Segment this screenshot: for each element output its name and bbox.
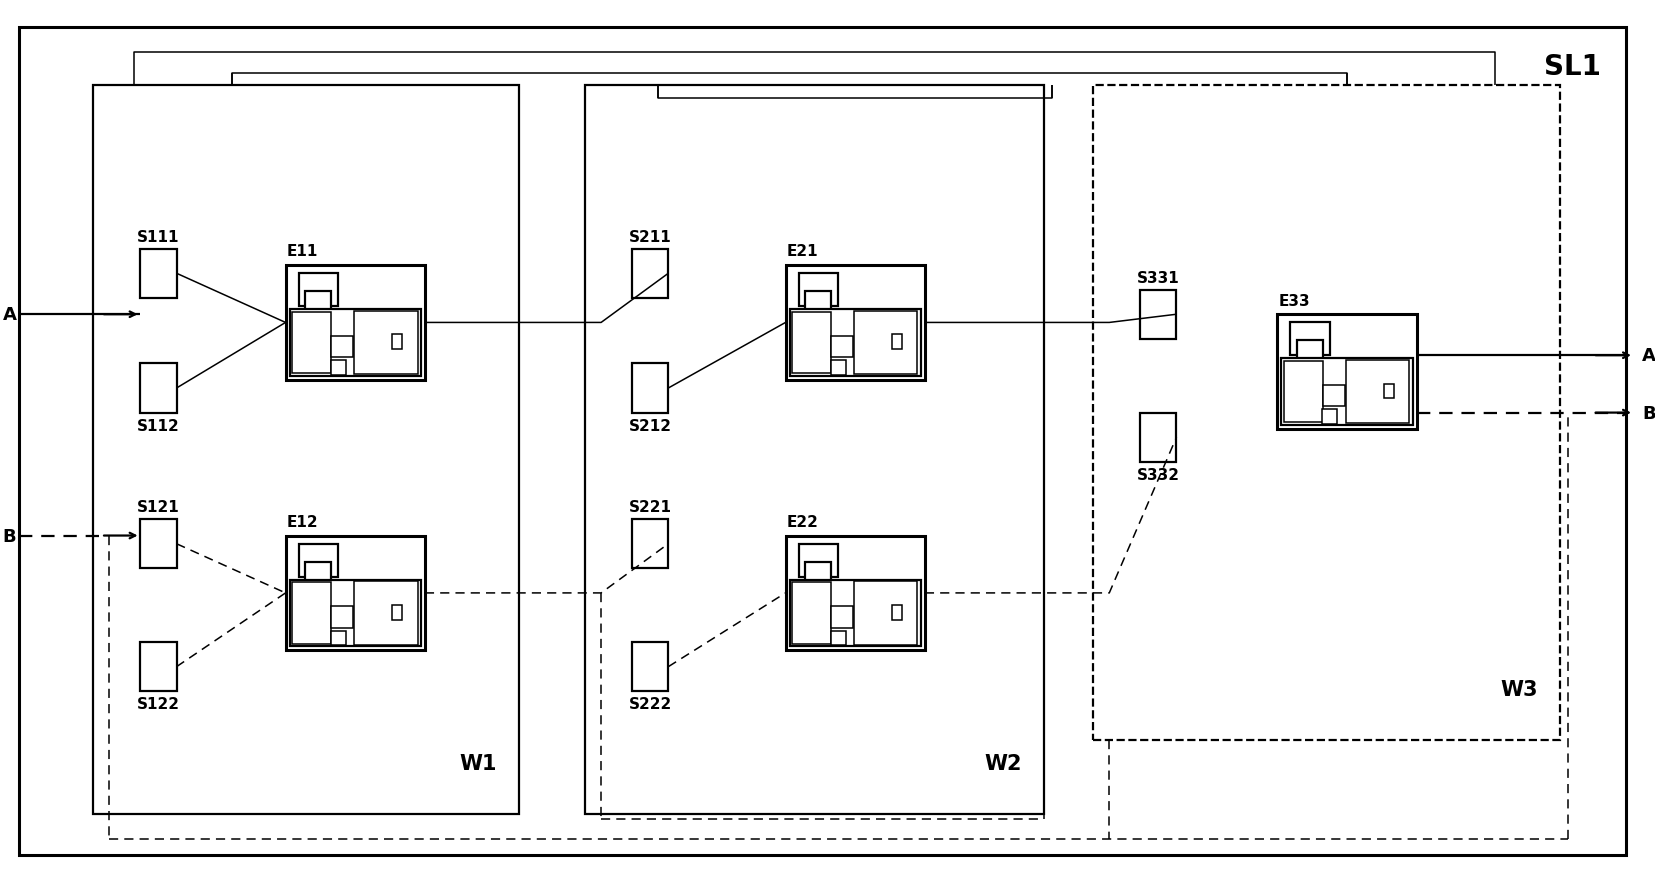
Bar	[305, 562, 331, 588]
Bar	[1276, 315, 1415, 430]
Bar	[854, 581, 917, 645]
Bar	[141, 642, 177, 691]
Bar	[1140, 413, 1175, 462]
Bar	[1384, 384, 1394, 399]
Text: E22: E22	[786, 515, 818, 530]
Bar	[854, 311, 917, 374]
Text: S112: S112	[137, 418, 180, 433]
Bar	[892, 335, 902, 350]
Text: S121: S121	[137, 500, 180, 515]
Text: S222: S222	[629, 696, 672, 711]
Text: E12: E12	[286, 515, 318, 530]
Text: W1: W1	[458, 753, 496, 774]
Bar	[392, 335, 402, 350]
Bar	[141, 519, 177, 568]
Bar	[1283, 361, 1322, 423]
Bar	[791, 312, 831, 374]
Text: W3: W3	[1499, 680, 1537, 700]
Bar	[1140, 290, 1175, 339]
Bar	[1281, 359, 1412, 425]
Bar	[798, 544, 837, 577]
Text: E33: E33	[1278, 293, 1309, 309]
Text: A: A	[1642, 346, 1655, 365]
Text: E11: E11	[286, 244, 318, 260]
Bar	[93, 86, 518, 814]
Text: B: B	[3, 527, 17, 545]
Bar	[632, 364, 669, 413]
Bar	[804, 562, 831, 588]
Bar	[632, 249, 669, 298]
Bar	[285, 266, 425, 381]
Bar	[298, 274, 338, 307]
Bar	[831, 337, 852, 358]
Bar	[331, 360, 346, 375]
Bar	[632, 642, 669, 691]
Bar	[141, 364, 177, 413]
Text: SL1: SL1	[1542, 53, 1600, 81]
Bar	[1296, 341, 1322, 367]
Bar	[285, 536, 425, 651]
Bar	[331, 607, 353, 628]
Bar	[354, 311, 417, 374]
Bar	[141, 249, 177, 298]
Bar	[798, 274, 837, 307]
Bar	[831, 607, 852, 628]
Text: B: B	[1642, 404, 1655, 422]
Bar	[789, 310, 920, 376]
Bar	[290, 580, 420, 646]
Bar	[1092, 86, 1559, 740]
Bar	[1289, 323, 1329, 356]
Bar	[791, 582, 831, 644]
Bar	[290, 310, 420, 376]
Bar	[354, 581, 417, 645]
Bar	[331, 337, 353, 358]
Bar	[1346, 360, 1408, 424]
Text: S211: S211	[629, 230, 672, 245]
Bar	[784, 266, 923, 381]
Bar	[331, 631, 346, 645]
Text: S331: S331	[1137, 270, 1178, 285]
Bar	[784, 536, 923, 651]
Text: S212: S212	[629, 418, 672, 433]
Bar	[298, 544, 338, 577]
Bar	[892, 605, 902, 620]
Text: S111: S111	[137, 230, 180, 245]
Bar	[305, 292, 331, 318]
Bar	[1322, 386, 1344, 407]
Bar	[584, 86, 1043, 814]
Bar	[804, 292, 831, 318]
Text: W2: W2	[983, 753, 1021, 774]
Text: E21: E21	[786, 244, 818, 260]
Bar	[291, 312, 331, 374]
Bar	[291, 582, 331, 644]
Bar	[831, 360, 846, 375]
Bar	[831, 631, 846, 645]
Bar	[632, 519, 669, 568]
Bar	[1322, 410, 1337, 424]
Text: S332: S332	[1137, 467, 1180, 482]
Text: A: A	[3, 306, 17, 324]
Bar	[789, 580, 920, 646]
Bar	[392, 605, 402, 620]
Text: S221: S221	[629, 500, 672, 515]
Text: S122: S122	[137, 696, 180, 711]
